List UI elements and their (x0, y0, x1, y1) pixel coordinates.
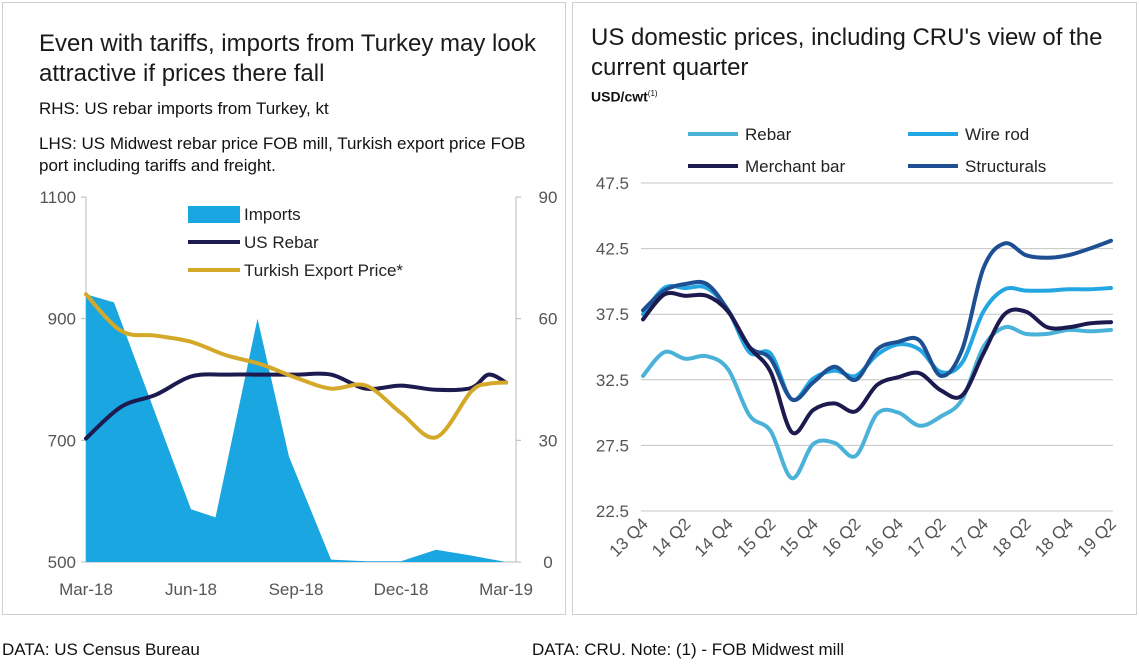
structurals-line (641, 238, 1113, 403)
imports-area (86, 294, 506, 562)
legend-imports-swatch (188, 206, 240, 223)
rhs-axis-description: RHS: US rebar imports from Turkey, kt (39, 99, 329, 118)
x-tick-label: 14 Q2 (648, 514, 694, 560)
us-rebar-line (84, 371, 508, 441)
x-tick-label: Mar-18 (59, 580, 113, 599)
left-chart-panel: Even with tariffs, imports from Turkey m… (2, 2, 566, 615)
x-tick-label: 14 Q4 (691, 514, 737, 560)
x-tick-label: 17 Q2 (903, 514, 949, 560)
right-y-tick-label: 30 (539, 431, 558, 450)
right-source-note: DATA: CRU. Note: (1) - FOB Midwest mill (532, 640, 845, 659)
y-tick-label: 37.5 (596, 305, 629, 324)
x-tick-label: Dec-18 (374, 580, 429, 599)
x-tick-label: Mar-19 (479, 580, 533, 599)
x-tick-label: 16 Q2 (818, 514, 864, 560)
lhs-axis-description: LHS: US Midwest rebar price FOB mill, Tu… (39, 134, 526, 175)
x-tick-label: 19 Q2 (1074, 514, 1120, 560)
turkey-imports-chart: 500 700 900 1100 0 30 60 90 Mar-18 Jun-18 Sep-18 De… (39, 188, 558, 599)
unit-label: USD/cwt(1) (591, 83, 658, 108)
right-y-tick-label: 90 (539, 188, 558, 207)
y-tick-label: 47.5 (596, 174, 629, 193)
x-tick-label: 17 Q4 (946, 514, 992, 560)
rebar-line (641, 324, 1113, 481)
left-y-tick-label: 700 (48, 431, 76, 450)
x-tick-label: 15 Q2 (733, 514, 779, 560)
right-chart-panel: US domestic prices, including CRU's view… (572, 2, 1137, 615)
unit-note: (1) (647, 89, 658, 98)
x-tick-label: 18 Q2 (989, 514, 1035, 560)
x-tick-label: 16 Q4 (861, 514, 907, 560)
right-y-tick-label: 0 (543, 553, 552, 572)
y-tick-label: 32.5 (596, 371, 629, 390)
left-chart-title: Even with tariffs, imports from Turkey m… (39, 30, 537, 87)
y-tick-label: 42.5 (596, 240, 629, 259)
y-tick-label: 22.5 (596, 502, 629, 521)
legend-label: Wire rod (965, 125, 1029, 144)
left-source-note: DATA: US Census Bureau (2, 640, 200, 659)
x-tick-label: Jun-18 (165, 580, 217, 599)
turkish-export-price-line (84, 292, 508, 440)
legend-label: Turkish Export Price* (244, 261, 403, 280)
y-tick-label: 27.5 (596, 436, 629, 455)
right-y-tick-label: 60 (539, 310, 558, 329)
legend-label: Merchant bar (745, 157, 845, 176)
unit-text: USD/cwt (591, 88, 648, 105)
x-tick-label: 13 Q4 (606, 514, 652, 560)
legend-label: Structurals (965, 157, 1046, 176)
x-tick-label: Sep-18 (269, 580, 324, 599)
legend-label: US Rebar (244, 233, 319, 252)
left-y-tick-label: 900 (48, 310, 76, 329)
left-y-tick-label: 500 (48, 553, 76, 572)
x-tick-label: 15 Q4 (776, 514, 822, 560)
right-chart-title: US domestic prices, including CRU's view… (591, 24, 1103, 81)
legend-label: Rebar (745, 125, 792, 144)
left-y-tick-label: 1100 (39, 188, 76, 207)
x-tick-label: 18 Q4 (1031, 514, 1077, 560)
merchant-bar-line (641, 291, 1113, 436)
legend-label: Imports (244, 205, 301, 224)
